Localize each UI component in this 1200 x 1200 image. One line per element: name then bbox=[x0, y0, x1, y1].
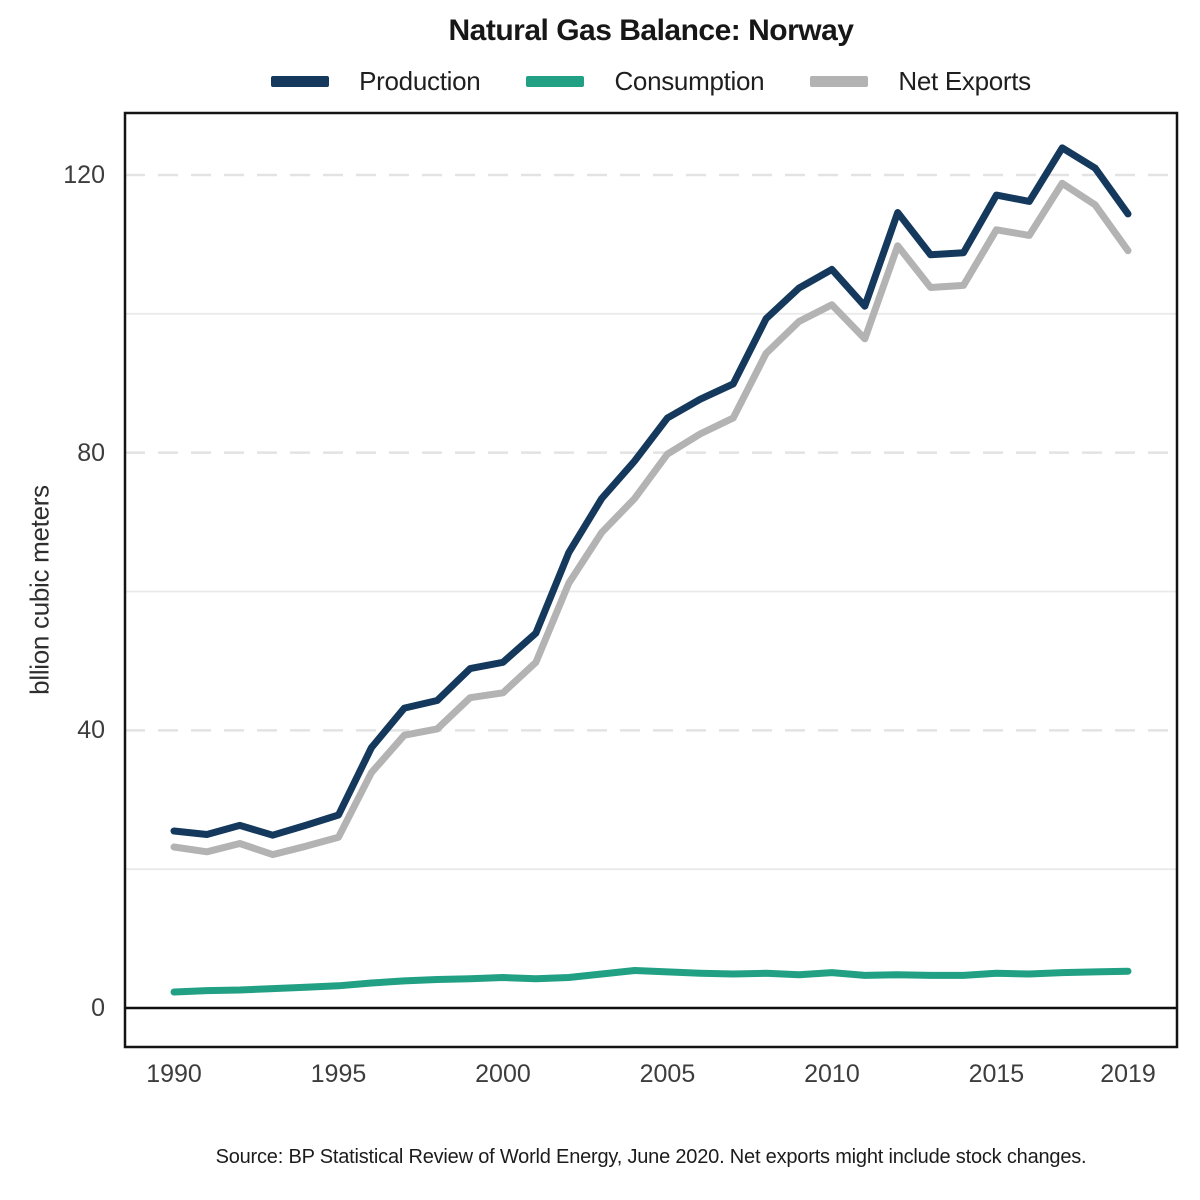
y-axis-title: bllion cubic meters bbox=[24, 485, 55, 695]
legend-label-net-exports: Net Exports bbox=[898, 66, 1031, 96]
source-note: Source: BP Statistical Review of World E… bbox=[215, 1146, 1087, 1168]
axes-frame bbox=[123, 111, 1179, 1049]
legend-label-consumption: Consumption bbox=[614, 66, 765, 96]
legend-item-production: Production bbox=[271, 66, 481, 97]
legend-item-consumption: Consumption bbox=[526, 66, 765, 97]
chart-title: Natural Gas Balance: Norway bbox=[448, 14, 855, 47]
line-consumption bbox=[170, 967, 1132, 996]
line-production bbox=[170, 144, 1132, 839]
legend: Production Consumption Net Exports bbox=[125, 66, 1177, 97]
line-net-exports bbox=[170, 179, 1132, 859]
legend-swatch-net-exports bbox=[810, 76, 869, 87]
legend-item-net-exports: Net Exports bbox=[810, 66, 1031, 97]
legend-swatch-consumption bbox=[526, 76, 585, 87]
legend-swatch-production bbox=[271, 76, 330, 87]
legend-label-production: Production bbox=[359, 66, 481, 96]
